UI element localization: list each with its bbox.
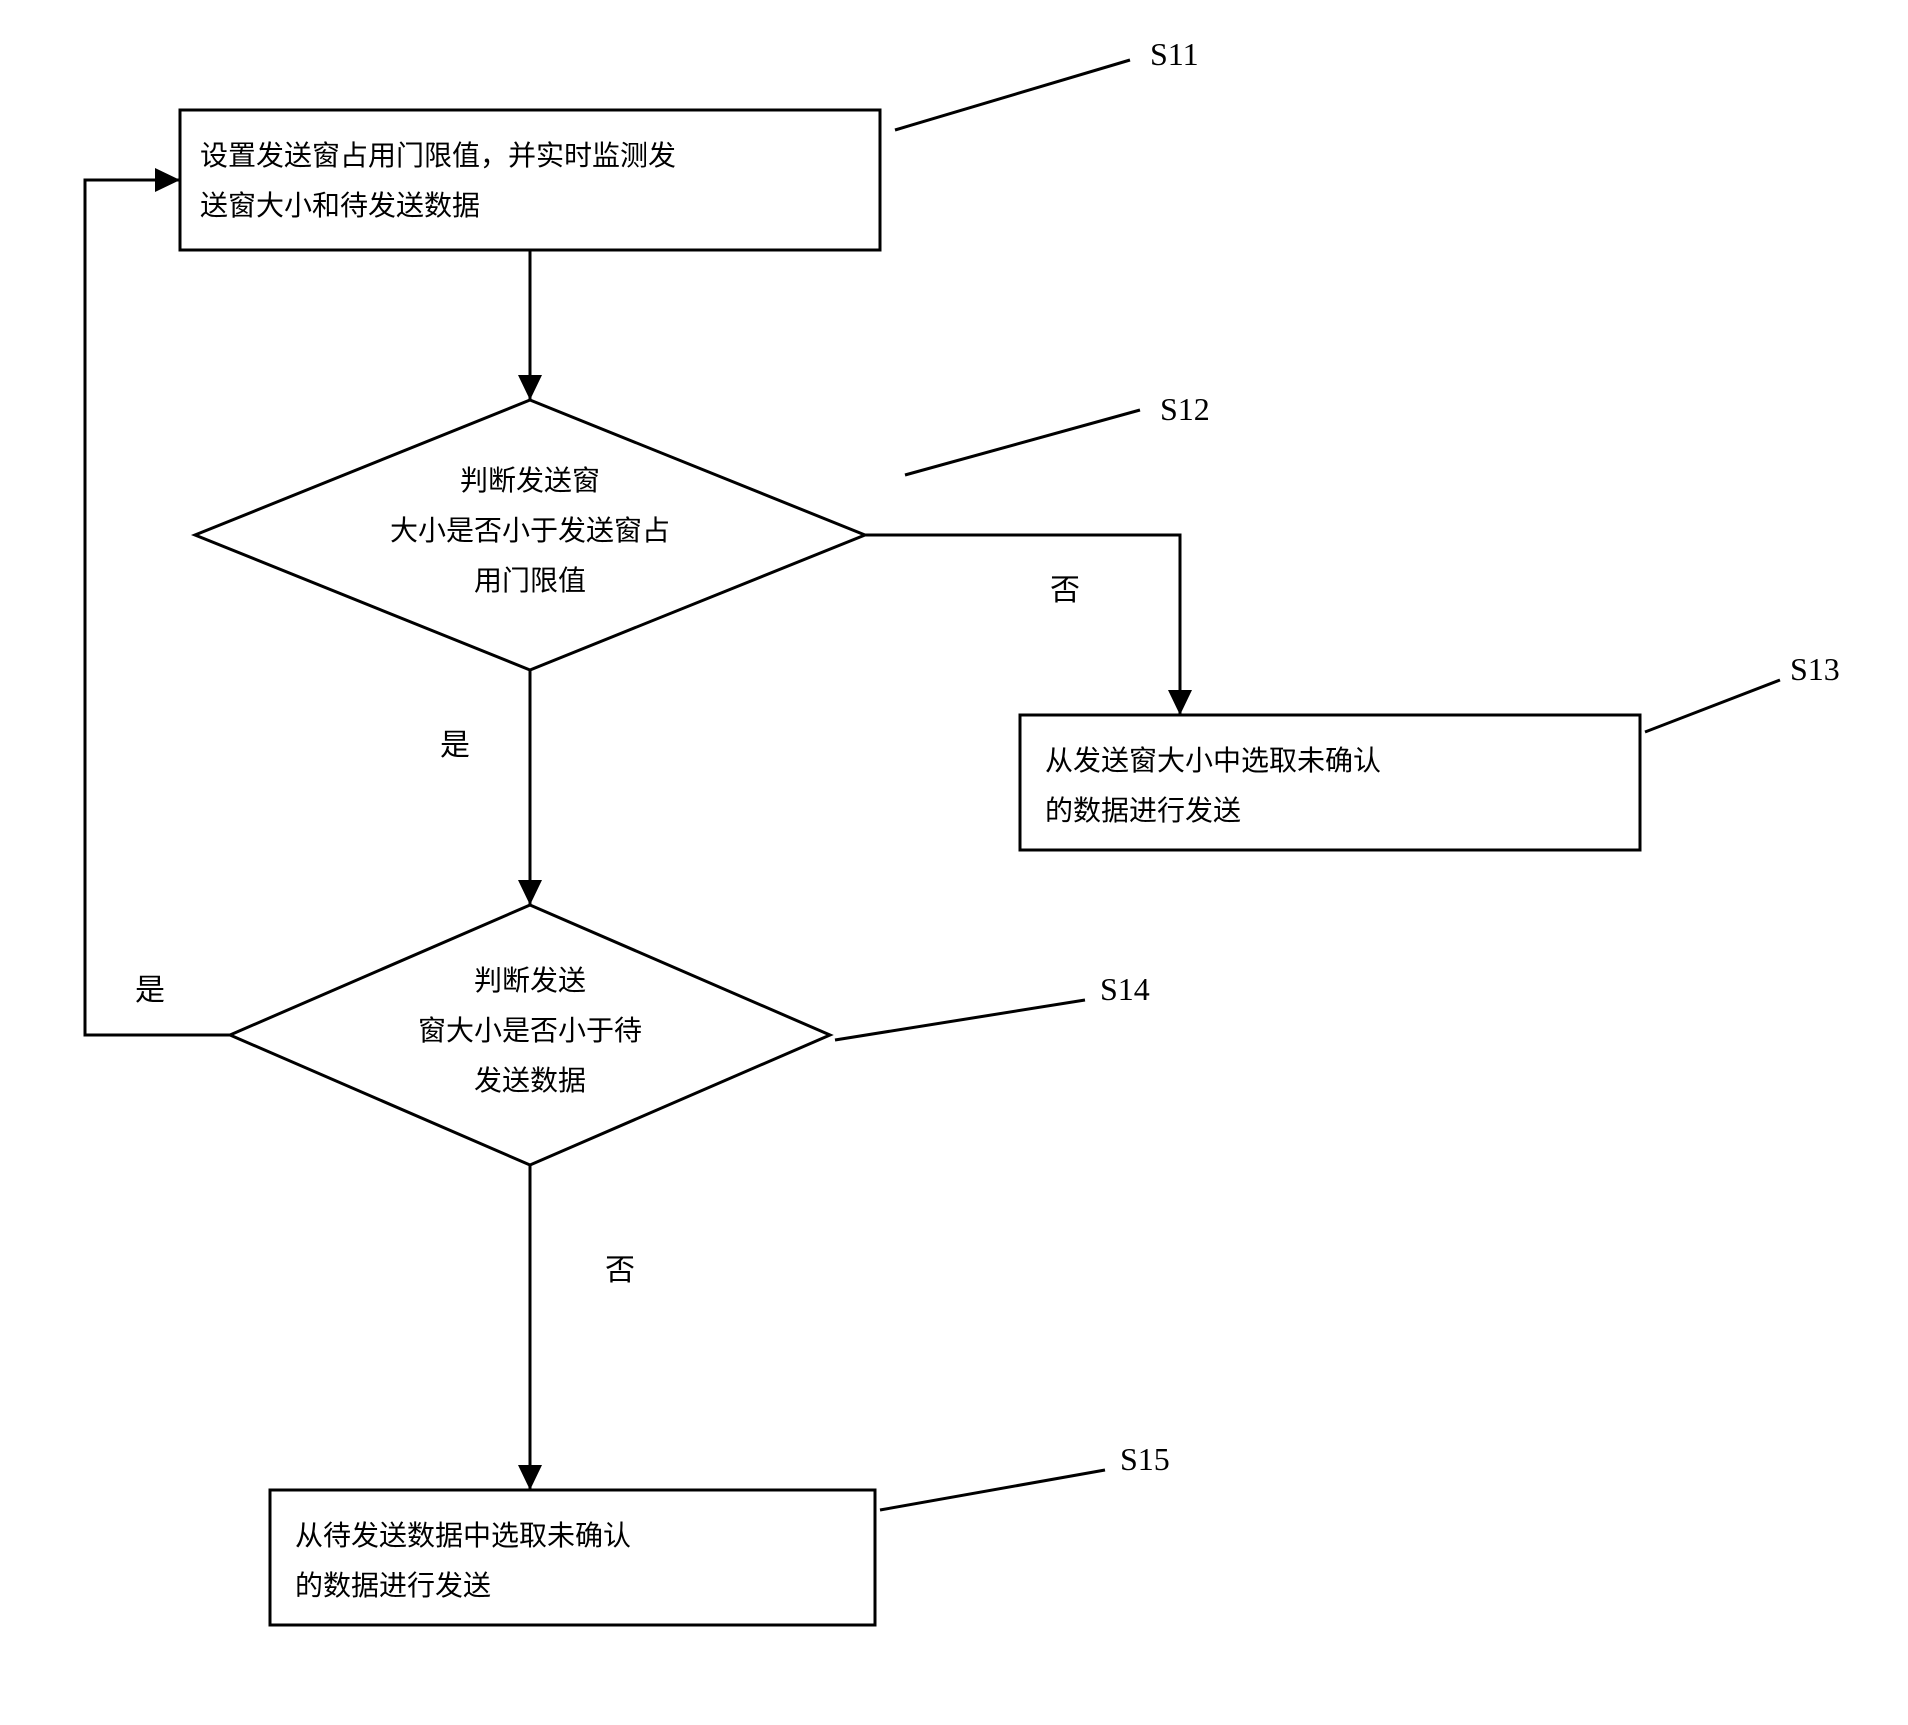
s12-leader (905, 410, 1140, 475)
s14-line2: 窗大小是否小于待 (418, 1015, 642, 1047)
s11-label: S11 (1150, 36, 1199, 72)
s15-line1: 从待发送数据中选取未确认 (295, 1520, 631, 1552)
s14-line1: 判断发送 (474, 965, 586, 997)
edge-s14-s11 (85, 168, 230, 1035)
s13-leader (1645, 680, 1780, 732)
s14-label: S14 (1100, 971, 1150, 1007)
s14-leader (835, 1000, 1085, 1040)
s12-line2: 大小是否小于发送窗占 (390, 515, 670, 547)
s11-box (180, 110, 880, 250)
s12-label: S12 (1160, 391, 1210, 427)
s11-line1: 设置发送窗占用门限值，并实时监测发 (200, 140, 676, 172)
s12-line1: 判断发送窗 (460, 465, 600, 497)
s13-box (1020, 715, 1640, 850)
step-s14: 判断发送 窗大小是否小于待 发送数据 (230, 905, 830, 1165)
step-s12: 判断发送窗 大小是否小于发送窗占 用门限值 (195, 400, 865, 670)
s14-yes-label: 是 (135, 974, 165, 1007)
s12-no-label: 否 (1050, 574, 1080, 607)
s15-box (270, 1490, 875, 1625)
edge-s11-s12 (518, 250, 542, 400)
step-s15: 从待发送数据中选取未确认 的数据进行发送 (270, 1490, 875, 1625)
s15-label: S15 (1120, 1441, 1170, 1477)
s14-line3: 发送数据 (474, 1065, 586, 1097)
s13-label: S13 (1790, 651, 1840, 687)
edge-s12-s13 (865, 535, 1192, 715)
step-s13: 从发送窗大小中选取未确认 的数据进行发送 (1020, 715, 1640, 850)
s15-leader (880, 1470, 1105, 1510)
s13-line2: 的数据进行发送 (1045, 795, 1241, 827)
s12-line3: 用门限值 (474, 565, 586, 597)
s13-line1: 从发送窗大小中选取未确认 (1045, 745, 1381, 777)
edge-s14-s15 (518, 1165, 542, 1490)
s15-line2: 的数据进行发送 (295, 1570, 491, 1602)
edge-s12-s14 (518, 670, 542, 905)
s11-leader (895, 60, 1130, 130)
s12-yes-label: 是 (440, 729, 470, 762)
s11-line2: 送窗大小和待发送数据 (200, 190, 480, 222)
s14-no-label: 否 (605, 1254, 635, 1287)
step-s11: 设置发送窗占用门限值，并实时监测发 送窗大小和待发送数据 (180, 110, 880, 250)
